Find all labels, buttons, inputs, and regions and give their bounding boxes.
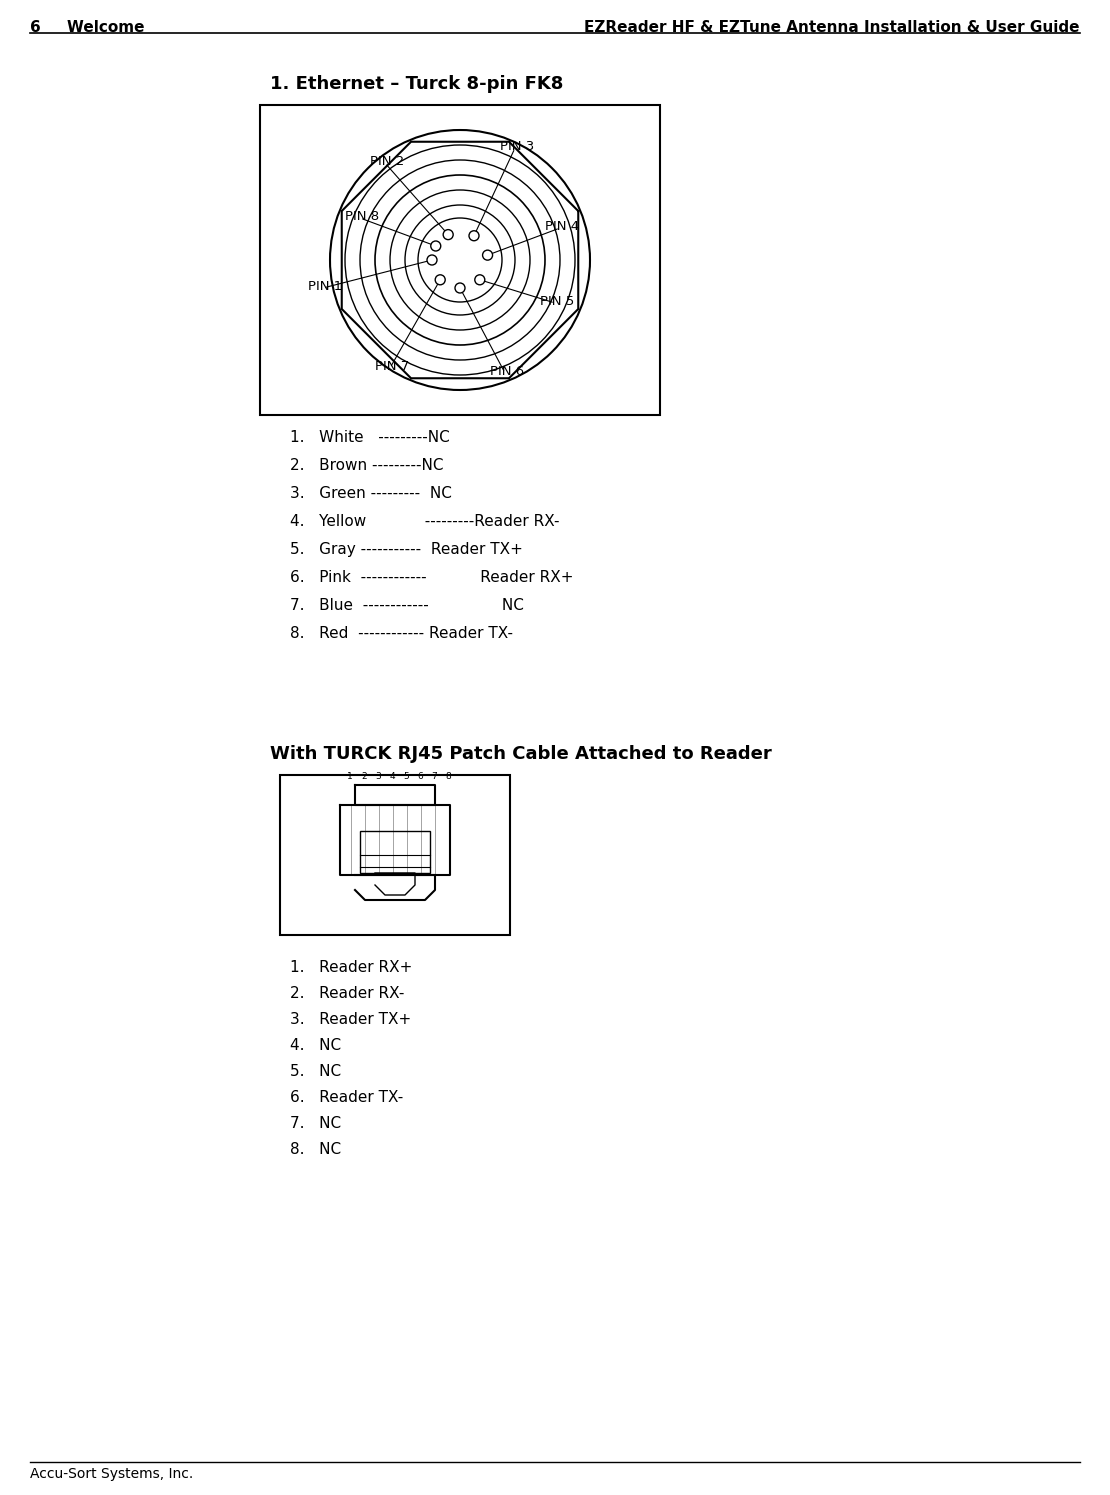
Text: 5.   NC: 5. NC (290, 1064, 341, 1079)
Circle shape (455, 283, 465, 293)
Text: 4.   NC: 4. NC (290, 1038, 341, 1052)
Text: 5: 5 (403, 771, 408, 780)
Text: PIN 7: PIN 7 (375, 360, 410, 372)
Text: 4: 4 (390, 771, 395, 780)
Circle shape (435, 275, 445, 286)
Text: PIN 8: PIN 8 (345, 209, 380, 223)
Circle shape (443, 230, 453, 239)
Text: PIN 1: PIN 1 (307, 280, 342, 293)
Text: 2.   Brown ---------NC: 2. Brown ---------NC (290, 457, 444, 472)
Circle shape (475, 275, 485, 286)
Text: 1. Ethernet – Turck 8-pin FK8: 1. Ethernet – Turck 8-pin FK8 (270, 75, 564, 93)
Bar (360, 831, 430, 873)
Text: PIN 2: PIN 2 (370, 155, 404, 167)
Text: 8.   NC: 8. NC (290, 1142, 341, 1157)
Text: PIN 5: PIN 5 (539, 295, 574, 308)
Bar (280, 774, 509, 934)
Text: 6     Welcome: 6 Welcome (30, 19, 144, 34)
Text: 6.   Reader TX-: 6. Reader TX- (290, 1090, 403, 1105)
Text: PIN 3: PIN 3 (500, 141, 534, 152)
Circle shape (427, 256, 437, 265)
Text: 2.   Reader RX-: 2. Reader RX- (290, 987, 404, 1002)
Text: 3.   Reader TX+: 3. Reader TX+ (290, 1012, 411, 1027)
Text: 1: 1 (347, 771, 353, 780)
Text: 8.   Red  ------------ Reader TX-: 8. Red ------------ Reader TX- (290, 626, 513, 641)
Text: PIN 4: PIN 4 (545, 220, 579, 233)
Text: 3.   Green ---------  NC: 3. Green --------- NC (290, 486, 452, 501)
Circle shape (470, 230, 480, 241)
Text: Accu-Sort Systems, Inc.: Accu-Sort Systems, Inc. (30, 1467, 193, 1482)
Text: 1.   White   ---------NC: 1. White ---------NC (290, 431, 450, 446)
Text: 6.   Pink  ------------           Reader RX+: 6. Pink ------------ Reader RX+ (290, 570, 574, 585)
Text: 1.   Reader RX+: 1. Reader RX+ (290, 960, 413, 975)
Text: EZReader HF & EZTune Antenna Installation & User Guide: EZReader HF & EZTune Antenna Installatio… (585, 19, 1080, 34)
Text: 7.   Blue  ------------               NC: 7. Blue ------------ NC (290, 598, 524, 613)
Text: 8: 8 (445, 771, 451, 780)
Circle shape (483, 250, 493, 260)
Text: 3: 3 (375, 771, 381, 780)
Text: 2: 2 (361, 771, 366, 780)
Circle shape (431, 241, 441, 251)
Text: 4.   Yellow            ---------Reader RX-: 4. Yellow ---------Reader RX- (290, 514, 559, 529)
Text: 7.   NC: 7. NC (290, 1115, 341, 1132)
Bar (260, 105, 660, 416)
Text: With TURCK RJ45 Patch Cable Attached to Reader: With TURCK RJ45 Patch Cable Attached to … (270, 745, 771, 762)
Text: 7: 7 (431, 771, 437, 780)
Text: 5.   Gray -----------  Reader TX+: 5. Gray ----------- Reader TX+ (290, 543, 523, 558)
Text: 6: 6 (417, 771, 423, 780)
Text: PIN 6: PIN 6 (490, 365, 524, 378)
